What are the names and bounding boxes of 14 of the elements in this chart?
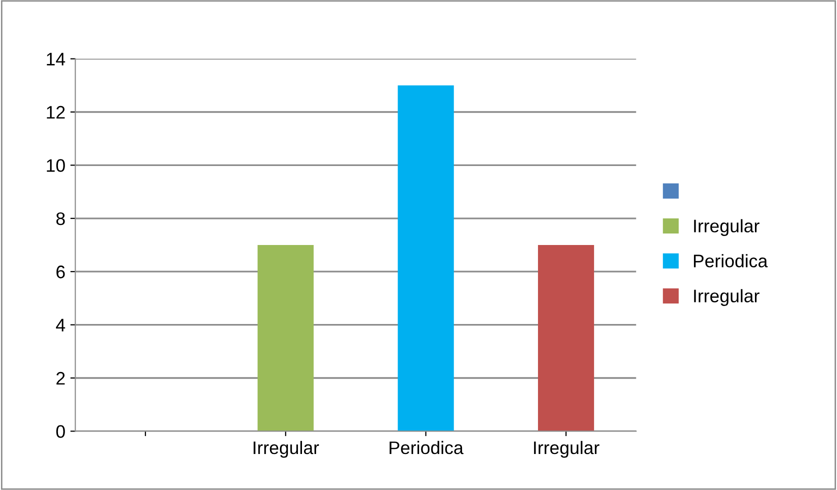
x-tick-label: Periodica	[390, 440, 464, 454]
y-tick-label: 6	[56, 266, 65, 278]
y-tick-label: 10	[46, 159, 65, 172]
y-tick-label: 12	[46, 106, 65, 119]
x-tick-label: Irregular	[534, 440, 600, 458]
y-tick-label: 4	[56, 318, 66, 332]
y-tick-label: 14	[46, 52, 66, 66]
y-tick-label: 2	[56, 372, 65, 385]
legend-label: Periodica	[694, 254, 768, 268]
legend-label: Irregular	[694, 219, 760, 236]
y-tick-label: 0	[56, 425, 65, 438]
y-tick-label: 8	[56, 212, 65, 226]
legend-label: Irregular	[694, 289, 760, 306]
x-tick-label: Irregular	[254, 440, 319, 458]
